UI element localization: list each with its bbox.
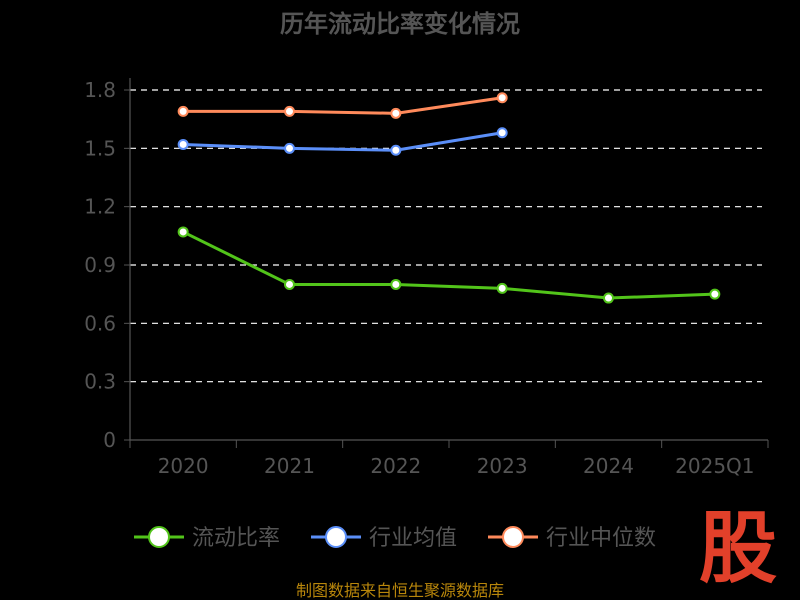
legend-item-1: 行业均值	[311, 526, 457, 551]
legend-item-2: 行业中位数	[488, 526, 656, 551]
grid	[130, 89, 762, 383]
legend-label: 行业均值	[369, 526, 457, 551]
data-point-1-2	[390, 144, 402, 156]
series-line-0	[182, 230, 715, 300]
data-point-0-1	[284, 278, 295, 290]
axes: 0 0.3 0.6 0.9 1.2 1.5 1.8 2020 2021 2022 2023 2024 2…	[84, 78, 769, 478]
y-tick-label: 0.9	[84, 253, 116, 277]
logo-mark: 股	[699, 504, 777, 594]
chart-title: 历年流动比率变化情况	[280, 10, 520, 38]
data-point-1-0	[177, 138, 189, 150]
data-point-0-0	[177, 226, 189, 238]
x-tick-label: 2023	[477, 454, 528, 478]
data-point-0-5	[709, 288, 721, 300]
data-point-1-1	[284, 142, 295, 154]
legend-label: 行业中位数	[546, 526, 656, 551]
data-point-2-3	[496, 92, 508, 104]
legend-item-0: 流动比率	[134, 526, 280, 551]
source-note: 制图数据来自恒生聚源数据库	[296, 581, 504, 600]
legend: 流动比率 行业均值 行业中位数	[134, 526, 656, 551]
y-tick-label: 0.3	[84, 370, 116, 394]
data-point-1-3	[496, 127, 508, 139]
legend-swatch-marker	[148, 526, 170, 548]
data-point-0-3	[496, 282, 508, 294]
y-tick-label: 0.6	[84, 311, 116, 335]
series-line-2	[183, 96, 503, 115]
y-tick-label: 0	[103, 428, 116, 452]
data-point-2-0	[177, 105, 189, 117]
y-tick-label: 1.5	[84, 136, 116, 160]
series-line-1	[183, 131, 503, 152]
legend-swatch-marker	[325, 526, 347, 548]
data-point-2-2	[390, 107, 402, 119]
series-lines	[177, 92, 721, 304]
legend-label: 流动比率	[192, 526, 280, 551]
x-tick-label: 2025Q1	[675, 454, 754, 478]
y-tick-label: 1.8	[84, 78, 116, 102]
legend-swatch-marker	[502, 526, 524, 548]
data-point-2-1	[284, 105, 295, 117]
x-tick-label: 2021	[264, 454, 315, 478]
y-tick-label: 1.2	[84, 195, 116, 219]
x-tick-label: 2024	[583, 454, 634, 478]
data-point-0-2	[390, 278, 402, 290]
x-tick-label: 2020	[158, 454, 209, 478]
data-point-0-4	[603, 292, 614, 304]
x-tick-label: 2022	[370, 454, 421, 478]
